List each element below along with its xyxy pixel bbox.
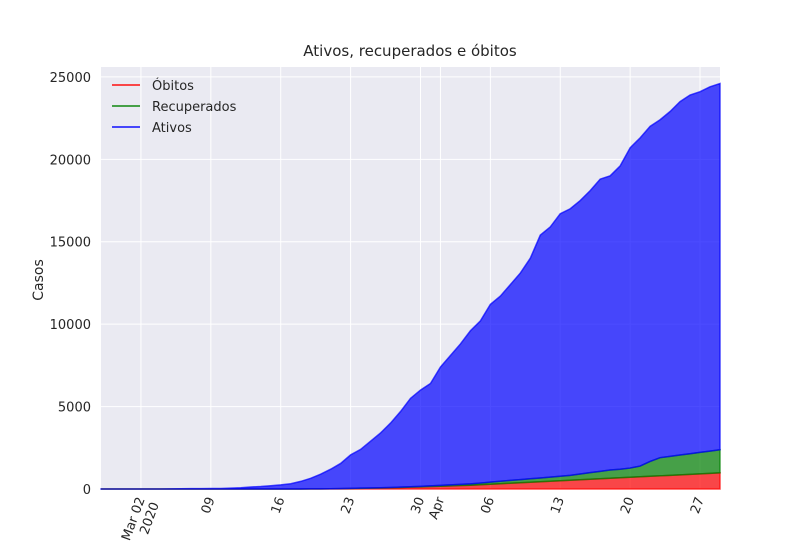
y-tick-label: 5000 bbox=[58, 401, 91, 416]
legend-label: Ativos bbox=[152, 121, 192, 136]
y-tick-label: 20000 bbox=[50, 153, 91, 168]
x-tick-label: 09 bbox=[199, 495, 219, 516]
y-tick-label: 10000 bbox=[50, 318, 91, 333]
chart-title: Ativos, recuperados e óbitos bbox=[303, 42, 517, 60]
legend-label: Óbitos bbox=[152, 78, 194, 94]
x-tick-label: 13 bbox=[548, 495, 568, 516]
x-tick-label: 27 bbox=[688, 495, 708, 516]
y-tick-label: 15000 bbox=[50, 236, 91, 251]
x-tick-label: 20 bbox=[618, 495, 638, 516]
y-axis-label: Casos bbox=[31, 259, 47, 301]
y-tick-label: 25000 bbox=[50, 71, 91, 86]
x-tick-label: Mar 022020 bbox=[119, 495, 163, 548]
area bbox=[100, 82, 721, 490]
x-tick-label: 30 bbox=[408, 495, 428, 516]
x-tick-label: 16 bbox=[269, 495, 289, 516]
y-tick-label: 0 bbox=[83, 483, 91, 498]
x-tick-label: Apr bbox=[426, 495, 448, 522]
x-tick-label: 06 bbox=[478, 495, 498, 516]
legend-label: Recuperados bbox=[152, 100, 237, 115]
x-tick-label: 23 bbox=[339, 495, 359, 516]
